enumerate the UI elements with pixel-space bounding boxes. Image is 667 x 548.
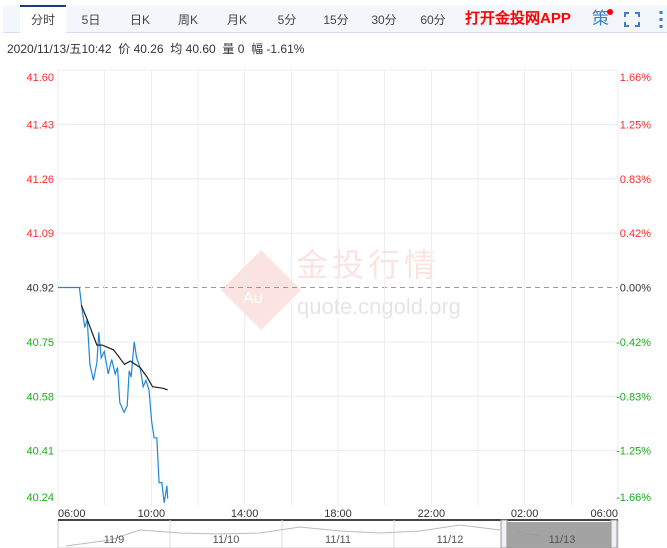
volume-label: 量 <box>222 42 235 56</box>
x-tick: 02:00 <box>511 508 539 520</box>
grid <box>57 69 619 505</box>
tab-monthly-k[interactable]: 月K <box>226 13 247 27</box>
tab-15min[interactable]: 15分 <box>323 13 349 27</box>
notification-dot <box>607 9 613 15</box>
watermark: Au 金投行情 <box>221 246 440 330</box>
avg-label: 均 <box>170 42 183 56</box>
navigator-date: 11/10 <box>213 534 240 546</box>
quote-info-line: 2020/11/13/五10:42 价 40.26 均 40.60 量 0 幅 … <box>7 40 304 57</box>
series <box>58 286 169 503</box>
navigator[interactable]: 11/9 11/10 11/11 11/12 11/13 <box>57 519 619 548</box>
y-tick-right: -1.66% <box>616 492 651 504</box>
tab-5day[interactable]: 5日 <box>81 13 101 27</box>
x-tick: 22:00 <box>418 508 446 520</box>
y-tick-left: 40.24 <box>26 492 54 504</box>
y-tick-right: 0.00% <box>620 283 651 295</box>
price-value: 40.26 <box>133 42 164 56</box>
fullscreen-icon[interactable] <box>624 12 640 27</box>
x-tick: 18:00 <box>324 508 352 520</box>
navigator-date: 11/13 <box>549 534 576 546</box>
tab-30min[interactable]: 30分 <box>371 13 397 27</box>
y-tick-left: 40.92 <box>26 283 54 295</box>
y-tick-left: 40.41 <box>26 446 54 458</box>
more-vertical-icon[interactable] <box>659 11 663 28</box>
navigator-handle-left <box>500 519 508 548</box>
navigator-date: 11/12 <box>437 534 464 546</box>
navigator-handle-right <box>610 519 618 548</box>
price-label: 价 <box>118 42 131 56</box>
tab-weekly-k[interactable]: 周K <box>177 13 198 27</box>
y-tick-right: 1.66% <box>620 72 651 84</box>
x-tick: 10:00 <box>138 508 166 520</box>
watermark-logo-text: Au <box>243 290 263 307</box>
tab-daily-k[interactable]: 日K <box>129 13 150 27</box>
y-tick-left: 41.26 <box>26 174 54 186</box>
navigator-date: 11/9 <box>104 534 125 546</box>
watermark-title: 金投行情 <box>296 246 440 284</box>
x-tick: 06:00 <box>58 508 86 520</box>
y-tick-right: 1.25% <box>620 119 651 131</box>
tab-60min[interactable]: 60分 <box>420 13 446 27</box>
period-tabbar: 分时 5日 日K 周K 月K 5分 15分 30分 60分 打开金投网APP 策 <box>3 5 667 34</box>
x-tick: 14:00 <box>231 508 259 520</box>
y-tick-right: -1.25% <box>616 446 651 458</box>
watermark-logo <box>221 250 301 330</box>
avg-line <box>80 304 168 391</box>
y-tick-left: 40.75 <box>26 337 54 349</box>
tab-intraday[interactable]: 分时 <box>20 5 66 34</box>
strategy-button[interactable]: 策 <box>592 9 609 28</box>
y-tick-right: -0.83% <box>616 391 651 403</box>
watermark-url: quote.cngold.org <box>297 294 461 319</box>
avg-value: 40.60 <box>185 42 216 56</box>
datetime: 2020/11/13/五10:42 <box>7 42 112 56</box>
y-tick-right: -0.42% <box>616 337 651 349</box>
change-value: -1.61% <box>266 42 305 56</box>
open-app-link[interactable]: 打开金投网APP <box>465 10 571 27</box>
navigator-date: 11/11 <box>325 534 351 546</box>
navigator-selection <box>507 522 611 548</box>
y-tick-right: 0.42% <box>620 228 651 240</box>
x-tick: 06:00 <box>590 508 618 520</box>
change-label: 幅 <box>251 42 264 56</box>
volume-value: 0 <box>237 42 245 56</box>
y-tick-right: 0.83% <box>620 174 651 186</box>
y-tick-left: 41.43 <box>26 119 54 131</box>
axes: 41.60 1.66% 41.43 1.25% 41.26 0.83% 41.09 0.42%… <box>26 72 651 520</box>
tab-5min[interactable]: 5分 <box>277 13 297 27</box>
price-line <box>58 286 169 503</box>
y-tick-left: 41.09 <box>26 228 54 240</box>
y-tick-left: 41.60 <box>26 72 54 84</box>
y-tick-left: 40.58 <box>26 391 54 403</box>
